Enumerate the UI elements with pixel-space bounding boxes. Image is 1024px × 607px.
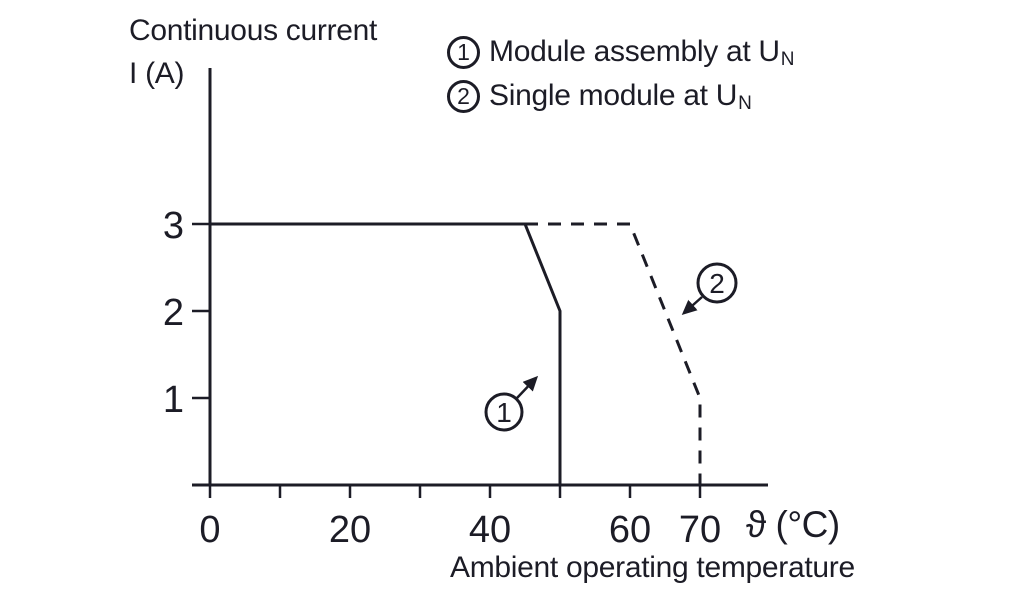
callout-2-circle-icon bbox=[696, 262, 738, 304]
callout-2-number: 2 bbox=[709, 268, 725, 299]
y-axis-label: I (A) bbox=[129, 57, 185, 90]
callout-1-number: 1 bbox=[496, 397, 512, 428]
curve-single-module bbox=[525, 222, 702, 485]
legend-label: Single module at U bbox=[489, 79, 738, 112]
circled-number-1-icon: 1 bbox=[447, 35, 480, 69]
legend-label-subscript: N bbox=[738, 93, 752, 114]
callout-2-arrow-icon bbox=[681, 296, 703, 315]
legend-label: Module assembly at U bbox=[489, 35, 780, 68]
x-tick-label: 70 bbox=[679, 509, 721, 551]
circled-number-2-icon: 2 bbox=[447, 79, 480, 113]
y-tick-label: 1 bbox=[163, 379, 184, 421]
legend-label-subscript: N bbox=[780, 49, 795, 70]
y-tick-label: 3 bbox=[163, 205, 184, 247]
callout-1-arrow-icon bbox=[516, 375, 539, 399]
x-tick-label: 60 bbox=[609, 509, 651, 551]
x-axis-caption: Ambient operating temperature bbox=[450, 551, 855, 584]
x-tick-label: 40 bbox=[469, 509, 511, 551]
chart-title: Continuous current bbox=[129, 14, 378, 47]
curve-module-assembly bbox=[210, 222, 562, 485]
callout-1-circle-icon bbox=[484, 392, 524, 432]
legend-item-module-assembly: 1 Module assembly at U N bbox=[447, 33, 795, 71]
legend-item-single-module: 2 Single module at U N bbox=[447, 77, 795, 115]
x-tick-label: 0 bbox=[199, 509, 220, 551]
y-tick-label: 2 bbox=[163, 292, 184, 334]
legend: 1 Module assembly at U N 2 Single module… bbox=[447, 33, 795, 121]
x-tick-label: 20 bbox=[329, 509, 371, 551]
x-axis-unit-label: ϑ (°C) bbox=[746, 504, 840, 545]
